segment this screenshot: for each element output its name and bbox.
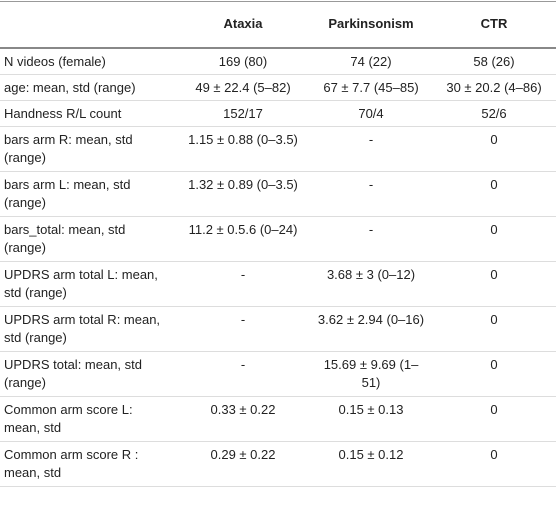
cell: -	[240, 311, 246, 327]
data-table: Ataxia Parkinsonism CTR N videos (female…	[0, 1, 556, 487]
row-label: N videos (female)	[4, 53, 106, 69]
cell: -	[368, 131, 374, 147]
cell: 11.2 ± 0.5.6 (0–24)	[188, 221, 298, 237]
row-label: bars arm R: mean, std (range)	[4, 131, 133, 165]
cell: 0	[490, 266, 498, 282]
cell: 0	[490, 176, 498, 192]
cell: 15.69 ± 9.69 (1–51)	[323, 356, 419, 390]
row-label: Handness R/L count	[4, 105, 122, 121]
table-row: bars arm R: mean, std (range) 1.15 ± 0.88…	[0, 126, 556, 171]
cell: 0.29 ± 0.22	[210, 446, 276, 462]
cell: 0	[490, 356, 498, 372]
table-body: N videos (female) 169 (80) 74 (22) 58 (26) a…	[0, 48, 556, 486]
cell: 3.62 ± 2.94 (0–16)	[317, 311, 425, 327]
header-cell	[0, 2, 176, 48]
cell: 0	[490, 221, 498, 237]
table-row: Common arm score R : mean, std 0.29 ± 0.2…	[0, 441, 556, 486]
cell: 152/17	[223, 105, 263, 121]
cell: 1.15 ± 0.88 (0–3.5)	[188, 131, 298, 147]
cell: 52/6	[481, 105, 507, 121]
header-row: Ataxia Parkinsonism CTR	[0, 1, 556, 48]
cell: 0.15 ± 0.12	[338, 446, 404, 462]
table-row: Handness R/L count 152/17 70/4 52/6	[0, 100, 556, 126]
row-label: bars arm L: mean, std (range)	[4, 176, 131, 210]
table-row: bars_total: mean, std (range) 11.2 ± 0.5.…	[0, 216, 556, 261]
header-cell: Ataxia	[223, 16, 263, 32]
cell: -	[368, 176, 374, 192]
table-row: UPDRS arm total L: mean, std (range) - 3.6…	[0, 261, 556, 306]
cell: 0	[490, 446, 498, 462]
row-label: UPDRS total: mean, std (range)	[4, 356, 142, 390]
header-cell: Parkinsonism	[328, 16, 414, 32]
cell: 70/4	[358, 105, 384, 121]
row-label: Common arm score R : mean, std	[4, 446, 139, 480]
cell: -	[368, 221, 374, 237]
cell: 169 (80)	[218, 53, 268, 69]
table-row: Common arm score L: mean, std 0.33 ± 0.22…	[0, 396, 556, 441]
cell: 30 ± 20.2 (4–86)	[446, 79, 542, 95]
row-label: UPDRS arm total R: mean, std (range)	[4, 311, 161, 345]
table-row: age: mean, std (range) 49 ± 22.4 (5–82) 67…	[0, 74, 556, 100]
table-header: Ataxia Parkinsonism CTR	[0, 1, 556, 48]
row-label: age: mean, std (range)	[4, 79, 136, 95]
cell: 0.33 ± 0.22	[210, 401, 276, 417]
row-label: Common arm score L: mean, std	[4, 401, 133, 435]
cell: -	[240, 356, 246, 372]
cell: 49 ± 22.4 (5–82)	[195, 79, 291, 95]
table-row: N videos (female) 169 (80) 74 (22) 58 (26)	[0, 48, 556, 74]
cell: 74 (22)	[350, 53, 392, 69]
cell: -	[240, 266, 246, 282]
row-label: bars_total: mean, std (range)	[4, 221, 126, 255]
cell: 0	[490, 311, 498, 327]
cell: 0	[490, 401, 498, 417]
table-row: bars arm L: mean, std (range) 1.32 ± 0.89…	[0, 171, 556, 216]
cell: 0.15 ± 0.13	[338, 401, 404, 417]
table-row: UPDRS total: mean, std (range) - 15.69 ± 9…	[0, 351, 556, 396]
cell: 1.32 ± 0.89 (0–3.5)	[188, 176, 298, 192]
cell: 67 ± 7.7 (45–85)	[323, 79, 419, 95]
cell: 0	[490, 131, 498, 147]
cell: 3.68 ± 3 (0–12)	[326, 266, 416, 282]
header-cell: CTR	[480, 16, 508, 32]
cell: 58 (26)	[473, 53, 515, 69]
row-label: UPDRS arm total L: mean, std (range)	[4, 266, 158, 300]
table-row: UPDRS arm total R: mean, std (range) - 3.6…	[0, 306, 556, 351]
